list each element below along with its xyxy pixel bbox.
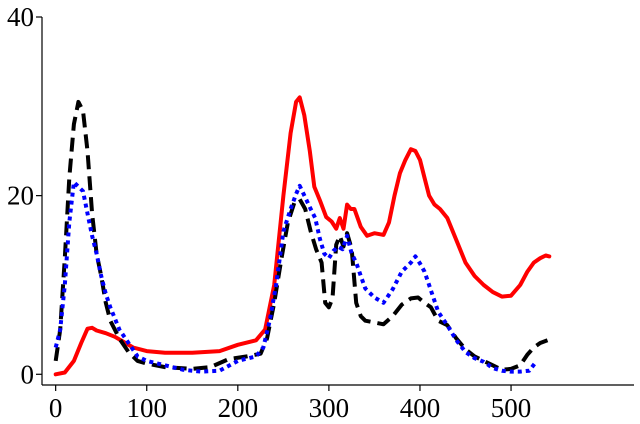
series-line-dashed — [53, 99, 549, 372]
x-tick-label: 400 — [400, 393, 441, 423]
x-tick-label: 300 — [309, 393, 350, 423]
x-tick-label: 0 — [49, 393, 63, 423]
x-tick-label: 100 — [126, 393, 167, 423]
axes — [41, 17, 634, 386]
x-tick-label: 200 — [218, 393, 259, 423]
x-ticks: 0 100 200 300 400 500 — [49, 385, 531, 423]
series-line-dotted — [53, 180, 537, 374]
y-tick-label: 40 — [7, 2, 34, 32]
x-tick-label: 500 — [491, 393, 532, 423]
plot-lines — [53, 95, 552, 377]
y-ticks: 0 20 40 — [7, 2, 42, 389]
y-tick-label: 0 — [21, 359, 35, 389]
series-line-solid — [53, 95, 552, 377]
y-tick-label: 20 — [7, 181, 34, 211]
